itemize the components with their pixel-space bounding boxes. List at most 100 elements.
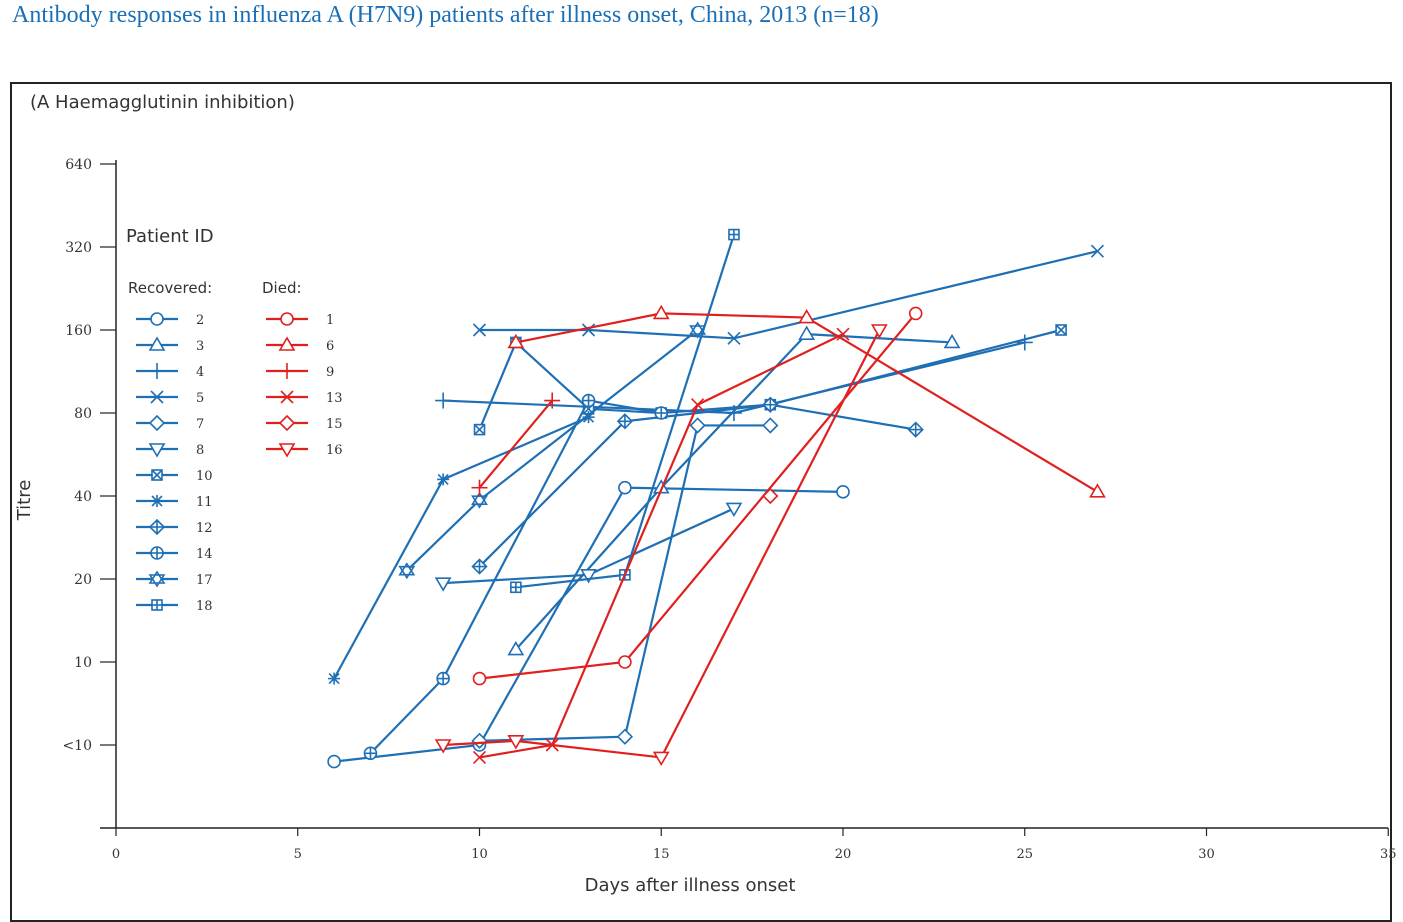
legend-item-died-15: 15 bbox=[266, 414, 343, 432]
data-point-patient-1 bbox=[618, 655, 632, 669]
series-line-12 bbox=[478, 403, 916, 568]
data-point-patient-11 bbox=[328, 672, 341, 685]
panel-label: (A Haemagglutinin inhibition) bbox=[30, 92, 295, 113]
legend-label: 4 bbox=[196, 365, 204, 380]
series-line-5 bbox=[479, 250, 1098, 340]
legend: Patient ID Recovered: Died: 2 3 4 5 7 8 10 11 12… bbox=[126, 226, 343, 614]
legend-marker-13 bbox=[280, 390, 294, 404]
data-point-patient-16 bbox=[507, 735, 525, 750]
data-point-patient-14 bbox=[436, 671, 450, 686]
series-recovered-patient-7 bbox=[471, 417, 779, 749]
data-point-patient-16 bbox=[434, 739, 452, 754]
legend-label: 9 bbox=[326, 365, 334, 380]
series-line-4 bbox=[443, 341, 1026, 415]
series-line-3 bbox=[515, 333, 953, 651]
legend-item-died-16: 16 bbox=[266, 443, 343, 458]
legend-marker-14 bbox=[150, 546, 164, 560]
data-point-patient-6 bbox=[507, 333, 525, 349]
data-point-patient-15 bbox=[762, 487, 779, 505]
legend-recovered-heading: Recovered: bbox=[128, 279, 212, 297]
legend-item-recovered-2: 2 bbox=[136, 312, 204, 328]
legend-label: 2 bbox=[196, 313, 204, 328]
legend-marker-2 bbox=[150, 312, 164, 326]
series-line-6 bbox=[515, 312, 1099, 493]
series-died-patient-1 bbox=[472, 306, 923, 686]
data-point-patient-8 bbox=[580, 569, 597, 584]
data-point-patient-13 bbox=[472, 750, 487, 765]
data-point-patient-12 bbox=[762, 396, 779, 413]
legend-item-recovered-4: 4 bbox=[136, 363, 204, 380]
y-tick-label: 160 bbox=[65, 323, 92, 339]
legend-item-recovered-11: 11 bbox=[136, 495, 213, 510]
series-line-16 bbox=[443, 329, 881, 759]
x-axis-label: Days after illness onset bbox=[585, 875, 796, 896]
legend-item-died-6: 6 bbox=[266, 336, 334, 354]
data-point-patient-7 bbox=[689, 417, 706, 434]
data-point-patient-4 bbox=[1016, 334, 1033, 351]
y-tick-label: 80 bbox=[74, 406, 92, 422]
data-point-patient-3 bbox=[943, 333, 961, 349]
data-point-patient-18 bbox=[728, 228, 740, 241]
data-point-patient-7 bbox=[616, 728, 634, 745]
legend-label: 16 bbox=[326, 443, 343, 458]
legend-died-heading: Died: bbox=[262, 279, 302, 297]
series-recovered-patient-14 bbox=[363, 393, 669, 761]
data-point-patient-6 bbox=[652, 304, 670, 320]
data-point-patient-10 bbox=[1055, 324, 1067, 336]
data-point-patient-5 bbox=[581, 323, 596, 337]
series-layer bbox=[327, 228, 1106, 769]
data-point-patient-1 bbox=[472, 671, 487, 686]
series-line-10 bbox=[478, 328, 1062, 431]
series-line-7 bbox=[479, 424, 771, 742]
legend-label: 10 bbox=[196, 469, 213, 484]
data-point-patient-5 bbox=[727, 331, 741, 345]
page-title: Antibody responses in influenza A (H7N9)… bbox=[12, 2, 879, 28]
y-tick-label: <10 bbox=[62, 738, 92, 754]
legend-marker-4 bbox=[149, 363, 165, 379]
legend-label: 6 bbox=[326, 339, 334, 354]
x-tick-label: 5 bbox=[294, 847, 302, 862]
data-point-patient-12 bbox=[616, 413, 634, 430]
series-recovered-patient-4 bbox=[435, 334, 1033, 421]
series-line-9 bbox=[478, 399, 554, 489]
data-point-patient-6 bbox=[798, 308, 816, 324]
legend-marker-12 bbox=[148, 518, 166, 536]
legend-item-recovered-12: 12 bbox=[136, 518, 213, 536]
series-died-patient-9 bbox=[471, 392, 561, 496]
legend-marker-11 bbox=[151, 495, 163, 507]
data-point-patient-9 bbox=[471, 479, 488, 496]
data-point-patient-4 bbox=[435, 392, 452, 409]
x-tick-label: 30 bbox=[1198, 847, 1215, 862]
legend-item-recovered-3: 3 bbox=[136, 336, 204, 354]
legend-marker-1 bbox=[280, 312, 294, 326]
series-recovered-patient-17 bbox=[398, 321, 707, 580]
chart-frame bbox=[10, 82, 1392, 922]
data-point-patient-17 bbox=[471, 491, 488, 509]
data-point-patient-13 bbox=[691, 398, 705, 412]
legend-title: Patient ID bbox=[126, 226, 214, 247]
data-point-patient-9 bbox=[544, 392, 561, 409]
legend-marker-18 bbox=[151, 599, 163, 611]
data-point-patient-8 bbox=[725, 502, 743, 518]
legend-marker-10 bbox=[151, 469, 163, 481]
data-point-patient-16 bbox=[652, 751, 670, 767]
data-point-patient-8 bbox=[434, 577, 452, 592]
legend-marker-9 bbox=[279, 363, 295, 379]
data-point-patient-16 bbox=[870, 324, 888, 339]
data-point-patient-3 bbox=[507, 640, 525, 656]
data-point-patient-2 bbox=[327, 754, 341, 769]
legend-item-died-13: 13 bbox=[266, 390, 343, 406]
y-axis-label: Titre bbox=[14, 480, 35, 522]
data-point-patient-5 bbox=[472, 323, 487, 337]
axes bbox=[100, 160, 1388, 829]
x-tick-label: 15 bbox=[653, 847, 670, 862]
legend-label: 12 bbox=[196, 521, 213, 536]
data-point-patient-13 bbox=[836, 327, 850, 341]
legend-label: 7 bbox=[196, 417, 204, 432]
series-recovered-patient-8 bbox=[434, 502, 743, 592]
data-point-patient-3 bbox=[652, 479, 670, 494]
y-tick-label: 10 bbox=[74, 655, 92, 671]
data-point-patient-7 bbox=[471, 732, 488, 749]
x-tick-label: 25 bbox=[1016, 847, 1033, 862]
data-point-patient-11 bbox=[437, 473, 450, 486]
